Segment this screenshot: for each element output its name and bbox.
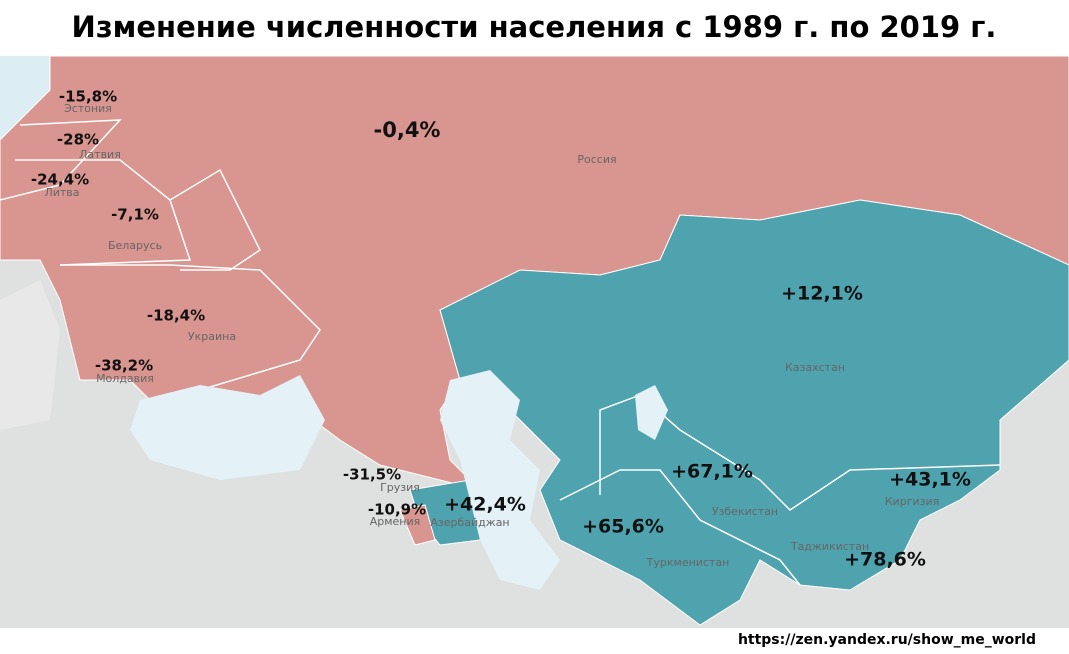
country-name: Литва (44, 186, 79, 199)
title: Изменение численности населения с 1989 г… (72, 10, 997, 44)
population-change: +43,1% (889, 469, 971, 491)
population-change: -0,4% (374, 118, 441, 142)
country-name: Россия (577, 153, 616, 166)
border (599, 394, 1001, 511)
footer (0, 628, 1069, 654)
population-change: -7,1% (111, 206, 159, 224)
country-name: Армения (370, 515, 421, 528)
country-name: Беларусь (108, 239, 162, 252)
border (60, 264, 321, 391)
country-name: Азербайджан (430, 516, 509, 529)
population-change: -18,4% (147, 307, 205, 325)
population-change: -15,8% (59, 88, 117, 106)
central-asia-region (439, 199, 1069, 626)
caspian-sea (440, 370, 560, 590)
population-change: +42,4% (444, 494, 526, 516)
population-change: +78,6% (844, 549, 926, 571)
border (559, 469, 801, 586)
country-name: Туркменистан (646, 556, 730, 569)
country-name: Украина (188, 330, 236, 343)
source: https://zen.yandex.ru/show_me_world (738, 632, 1036, 648)
population-change: -28% (57, 131, 99, 149)
baltic-sea (0, 56, 50, 140)
population-change: +12,1% (781, 283, 863, 305)
population-change: -38,2% (95, 357, 153, 375)
country-name: Казахстан (785, 361, 845, 374)
armenia (399, 504, 436, 546)
population-change: -31,5% (343, 466, 401, 484)
country-name: Грузия (380, 481, 420, 494)
population-change: -10,9% (368, 501, 426, 519)
aral-sea (635, 385, 668, 440)
population-change: +65,6% (582, 516, 664, 538)
black-sea (130, 375, 325, 480)
country-name: Киргизия (885, 495, 939, 508)
country-name: Узбекистан (712, 505, 778, 518)
country-name: Эстония (64, 102, 112, 115)
border (0, 119, 122, 201)
country-name: Таджикистан (790, 540, 869, 553)
border (169, 168, 261, 271)
population-change: -24,4% (31, 171, 89, 189)
population-change: +67,1% (671, 461, 753, 483)
europe-land (0, 280, 60, 430)
country-name: Молдавия (96, 372, 154, 385)
country-name: Латвия (79, 148, 121, 161)
